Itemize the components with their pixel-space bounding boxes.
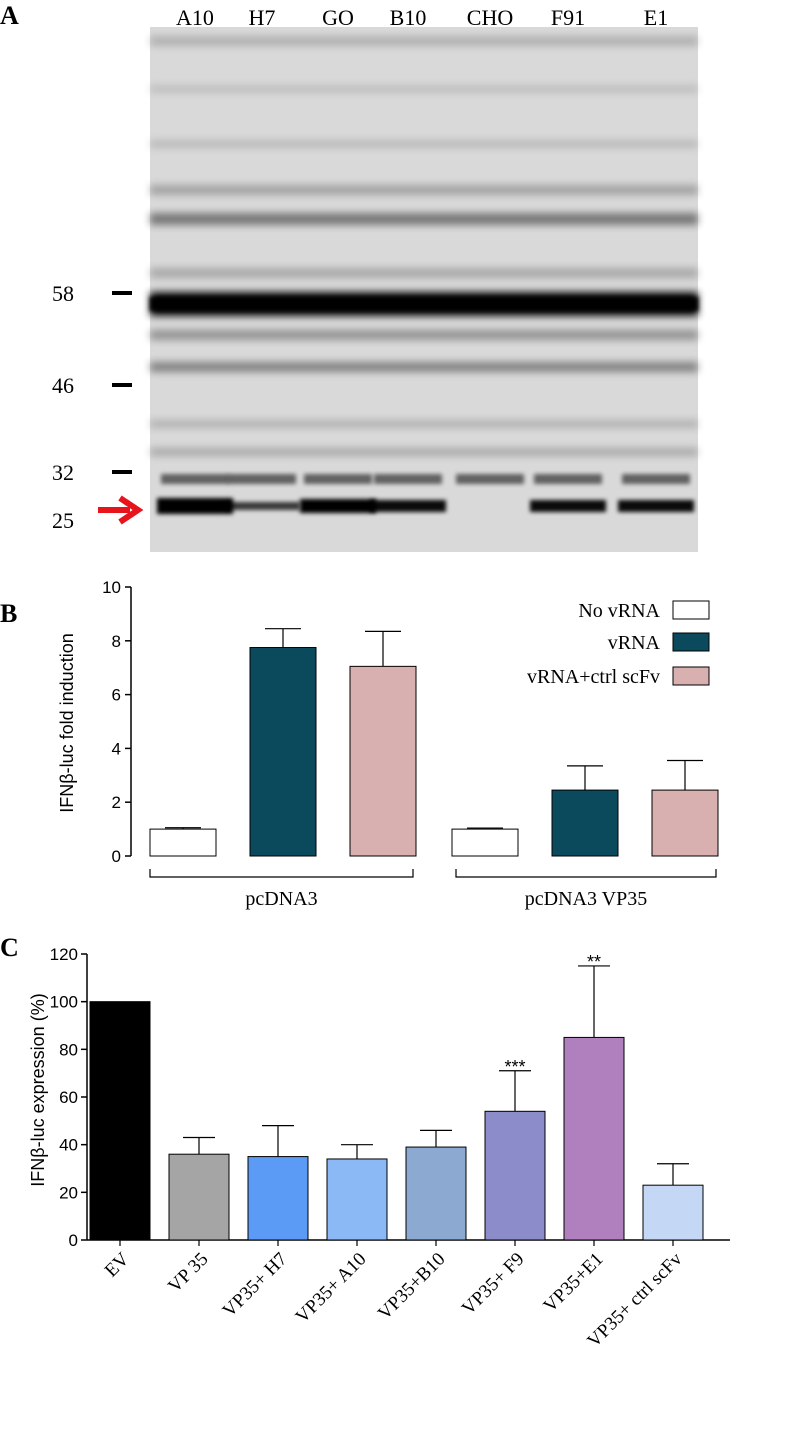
chart-b-legend-label: vRNA (608, 632, 661, 654)
blot-band-faint (150, 85, 698, 93)
chart-c-significance: *** (504, 1057, 525, 1077)
chart-b-group-label: pcDNA3 (245, 888, 317, 910)
chart-b-bar (349, 665, 417, 857)
chart-c-x-tick-label: VP 35 (164, 1249, 212, 1297)
chart-b-y-tick-label: 8 (112, 632, 121, 651)
blot-band-25 (370, 500, 446, 512)
chart-b-y-tick-label: 10 (102, 578, 121, 597)
blot-band-faint (150, 330, 698, 340)
chart-b-legend-swatch (672, 600, 710, 620)
chart-b: IFNβ-luc fold induction 0 2 4 6 8 10 pcDNA3 pcD… (57, 578, 719, 910)
chart-b-bar (651, 789, 719, 857)
blot-membrane (150, 27, 698, 552)
chart-c-y-tick-label: 80 (59, 1040, 78, 1059)
chart-c-bar (168, 1153, 230, 1241)
blot-marker-tick (112, 470, 132, 474)
chart-c-bar (484, 1110, 546, 1241)
blot-marker-label: 25 (52, 508, 74, 533)
blot-marker-label: 32 (52, 460, 74, 485)
blot-marker-label: 46 (52, 373, 74, 398)
arrow-head (118, 495, 144, 525)
chart-b-y-tick-label: 6 (112, 686, 121, 705)
blot-lane-labels: A10 H7 GO B10 CHO F91 E1 (176, 5, 668, 30)
blot-lane-label: CHO (467, 5, 513, 30)
blot-markers: 58 46 32 25 (52, 281, 132, 533)
chart-c-bar (89, 1001, 151, 1241)
blot-band-32 (622, 474, 690, 484)
blot-marker-label: 58 (52, 281, 74, 306)
chart-b-group-label: pcDNA3 VP35 (525, 888, 647, 910)
panel-label-b: B (0, 599, 17, 628)
chart-c-y-tick-label: 60 (59, 1088, 78, 1107)
chart-b-legend-label: No vRNA (578, 600, 660, 622)
blot-marker-tick (112, 383, 132, 387)
blot-band-faint (150, 185, 698, 195)
chart-b-y-tick-label: 2 (112, 793, 121, 812)
blot-band-faint (150, 268, 698, 278)
blot-band-faint (150, 36, 698, 46)
chart-b-legend-swatch (672, 666, 710, 686)
blot-band-25 (300, 499, 376, 513)
blot-band-25 (157, 498, 233, 514)
blot-band-faint (150, 362, 698, 372)
blot-band-32 (374, 474, 442, 484)
chart-c-bar (563, 1036, 625, 1241)
blot-lane-label: F91 (551, 5, 585, 30)
chart-c-x-tick-label: VP35+ F9 (458, 1249, 529, 1320)
blot-band-faint (150, 140, 698, 148)
blot-band-25 (530, 500, 606, 512)
panel-label-a: A (0, 1, 19, 30)
blot-lane-label: E1 (644, 5, 668, 30)
chart-c-y-tick-label: 120 (50, 945, 78, 964)
chart-c-x-tick-label: EV (101, 1248, 134, 1281)
red-arrow-icon (98, 495, 144, 525)
blot-band-32 (161, 474, 229, 484)
blot-band-25 (618, 500, 694, 512)
chart-c-y-tick-label: 0 (69, 1231, 78, 1250)
chart-b-y-tick-label: 0 (112, 847, 121, 866)
blot-band-32 (228, 474, 296, 484)
chart-c-x-tick-label: VP35+ H7 (219, 1249, 292, 1322)
blot-band-32 (304, 474, 372, 484)
chart-c-y-tick-label: 20 (59, 1183, 78, 1202)
chart-c-bar (405, 1146, 467, 1241)
blot-band-faint (150, 448, 698, 456)
chart-c-x-tick-label: VP35+E1 (540, 1249, 608, 1317)
chart-c-x-tick-label: VP35+ A10 (292, 1249, 371, 1328)
chart-b-bar (249, 647, 317, 857)
blot-lane-label: GO (322, 5, 354, 30)
chart-b-bar (149, 828, 217, 857)
panel-label-c: C (0, 933, 19, 962)
chart-c-bar (326, 1158, 388, 1241)
western-blot (150, 27, 698, 552)
blot-band-faint (150, 213, 698, 225)
chart-b-y-tick-label: 4 (112, 739, 121, 758)
blot-band-32 (534, 474, 602, 484)
chart-c-bar (642, 1184, 704, 1241)
chart-c-significance: ** (587, 952, 601, 972)
chart-b-bar (451, 828, 519, 857)
chart-c-x-tick-label: VP35+B10 (374, 1249, 449, 1324)
blot-lane-label: A10 (176, 5, 214, 30)
chart-b-y-axis-label: IFNβ-luc fold induction (57, 633, 77, 812)
chart-c-y-tick-label: 40 (59, 1136, 78, 1155)
blot-band-faint (150, 420, 698, 428)
chart-b-bar (551, 789, 619, 857)
chart-c-y-axis-label: IFNβ-luc expression (%) (28, 993, 48, 1186)
blot-lane-label: B10 (390, 5, 427, 30)
chart-b-group-bracket (455, 869, 717, 878)
chart-c: IFNβ-luc expression (%) 0 20 40 60 80 100 120 E… (28, 945, 730, 1352)
blot-lane-label: H7 (249, 5, 276, 30)
blot-band-58-core (150, 297, 698, 311)
blot-band-32 (456, 474, 524, 484)
chart-c-bar (247, 1156, 309, 1241)
chart-b-legend-swatch (672, 632, 710, 652)
chart-b-group-bracket (149, 869, 414, 878)
chart-c-y-tick-label: 100 (50, 993, 78, 1012)
blot-marker-tick (112, 291, 132, 295)
blot-band-25 (224, 502, 300, 510)
chart-b-legend-label: vRNA+ctrl scFv (527, 666, 660, 688)
